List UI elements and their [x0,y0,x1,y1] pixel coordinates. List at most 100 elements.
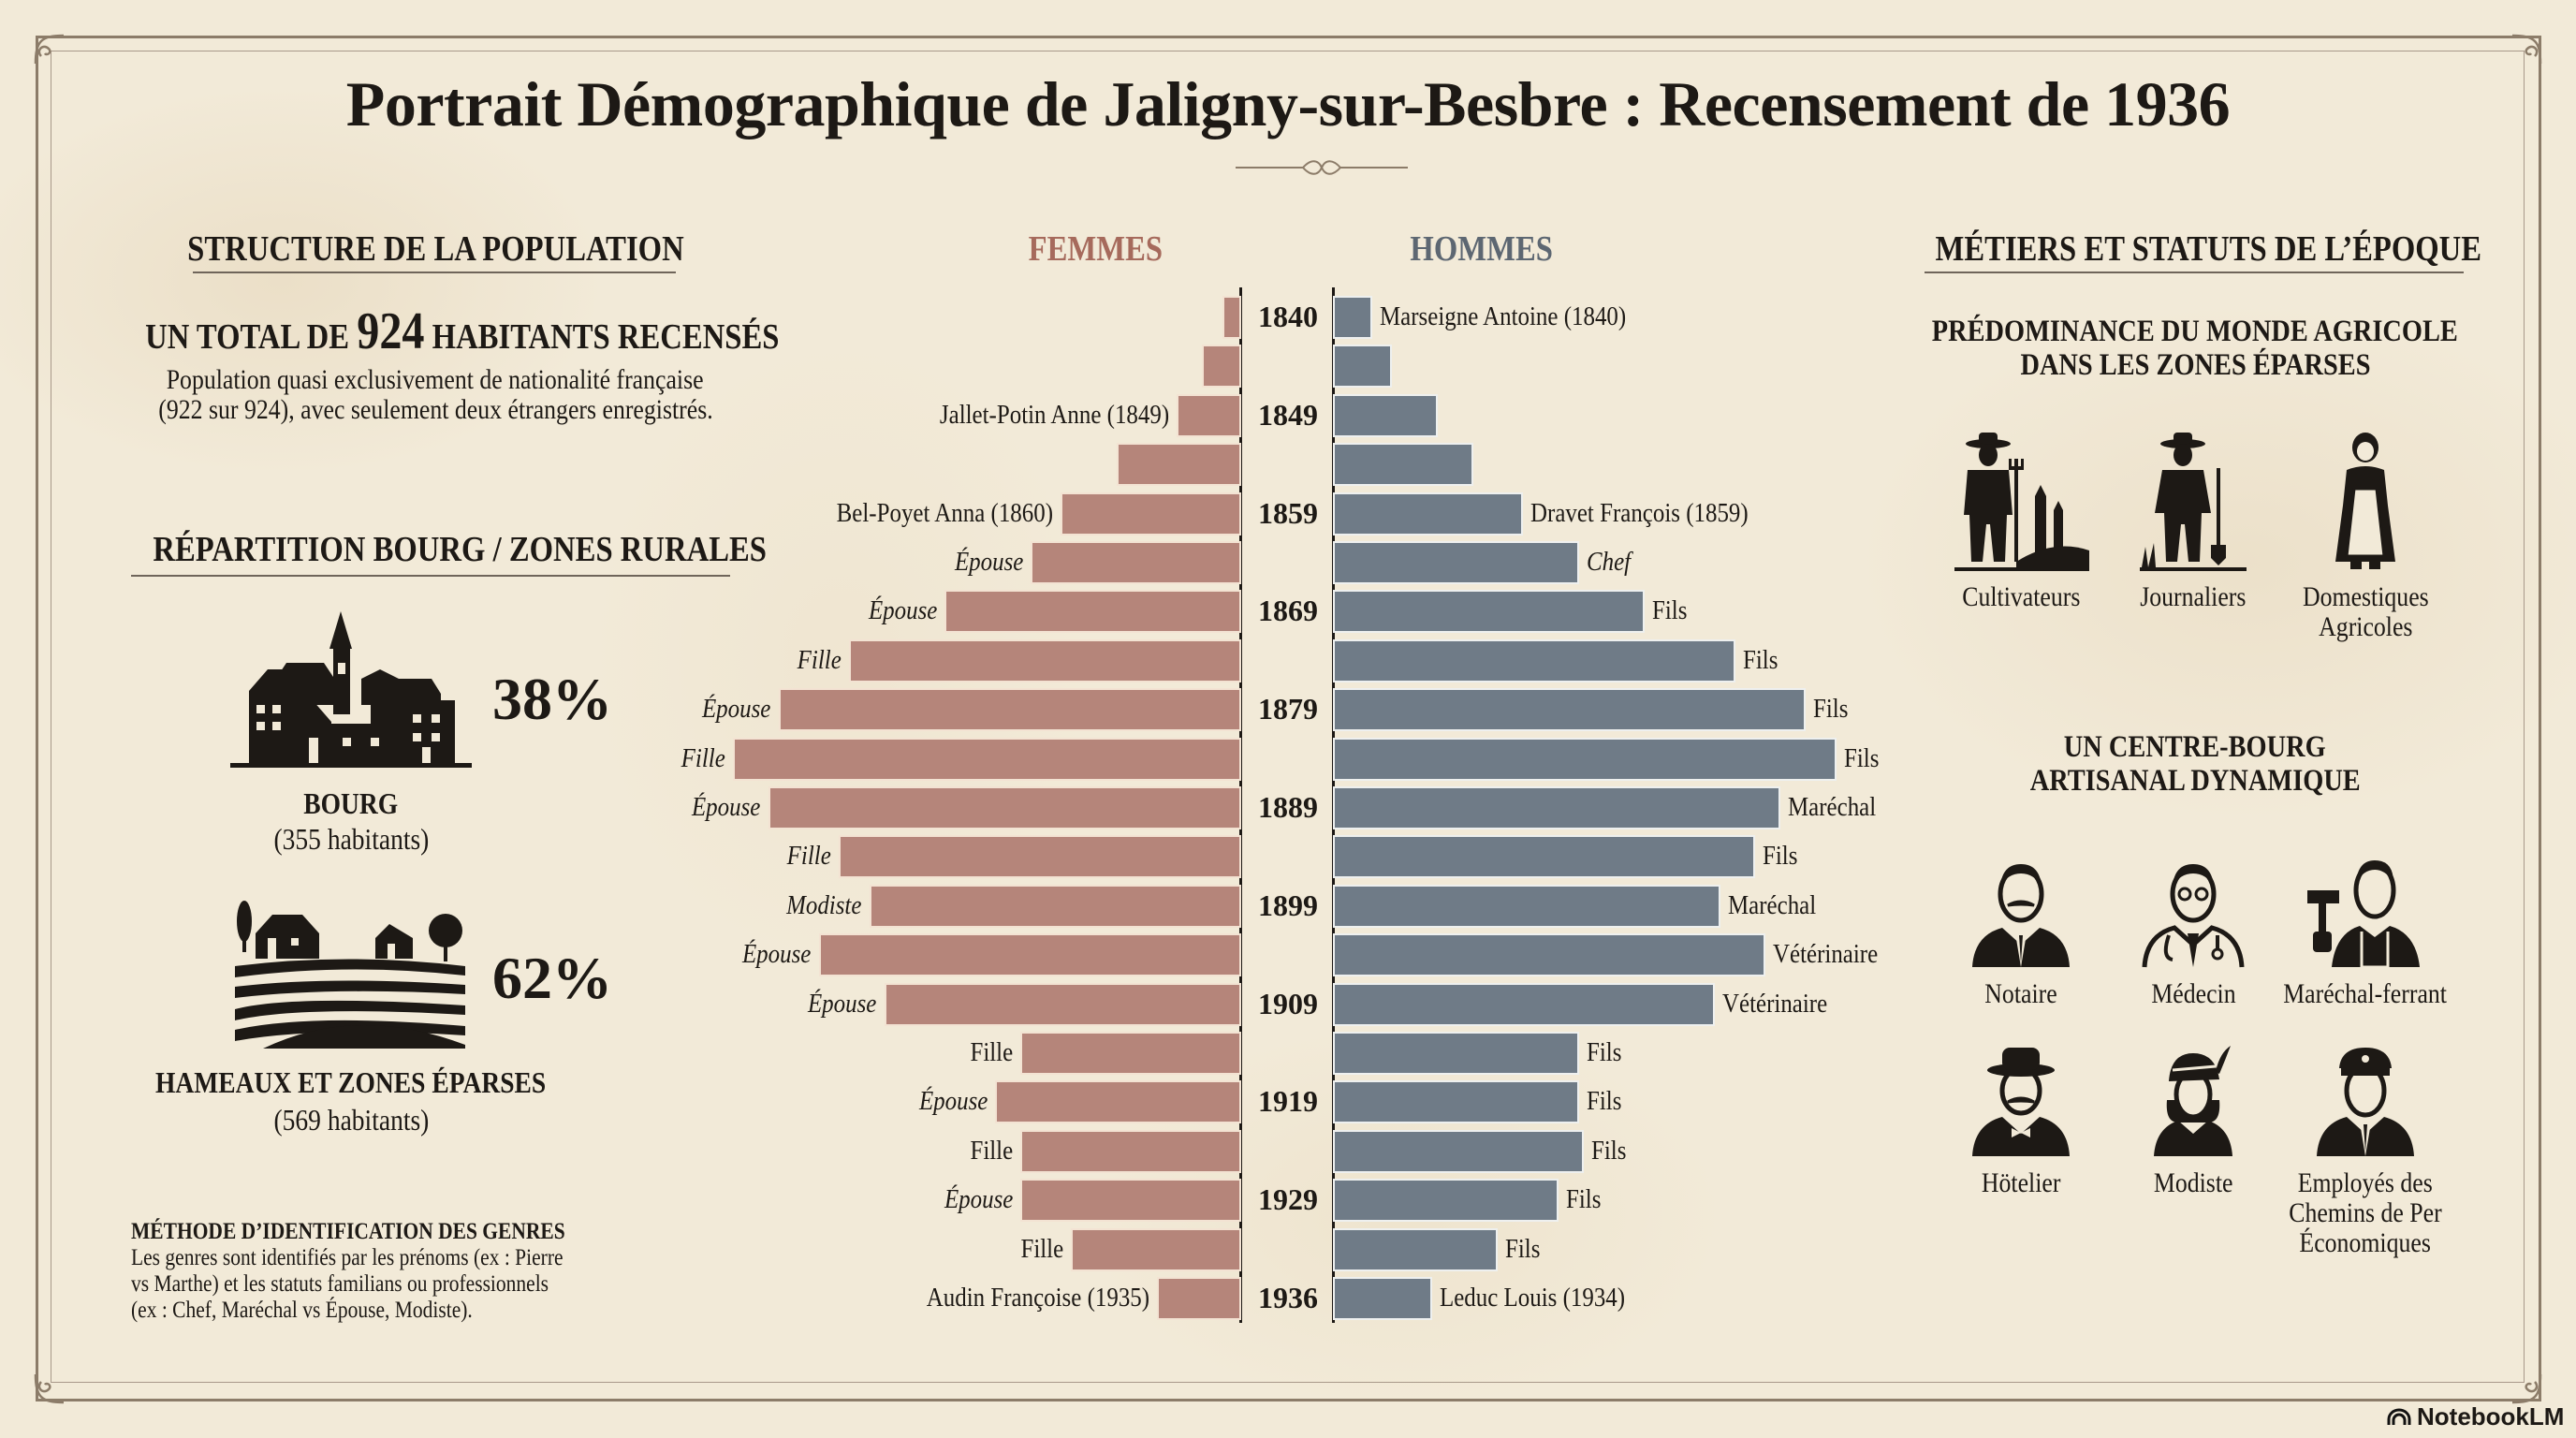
female-bar-label: Modiste [786,889,862,920]
occupation-label: Hötelier [1981,1167,2061,1198]
railway-employee-icon [2317,1048,2414,1156]
hameaux-count: (569 habitants) [273,1103,429,1137]
male-bar-label: Maréchal [1788,792,1877,822]
male-bar-label: Fils [1843,742,1880,773]
occupation-label: Domestiques Agricoles [2302,581,2429,642]
milliner-icon [2154,1046,2232,1156]
male-bar-label: Fils [1586,1086,1622,1117]
male-bar [1335,1034,1577,1073]
male-bar [1335,1082,1577,1123]
laborer-shovel-icon [2140,433,2247,571]
corner-ornament-icon [34,1373,65,1404]
female-bar-label: Épouse [868,595,938,626]
agri-heading: PRÉDOMINANCE DU MONDE AGRICOLE DANS LES … [1931,315,2459,382]
bourg-jobs-heading: UN CENTRE-BOURG ARTISANAL DYNAMIQUE [2029,730,2361,798]
year-label: 1859 [1258,495,1318,530]
female-bar-label: Fille [970,1135,1014,1166]
male-bar [1335,346,1391,387]
female-axis-line [1239,287,1242,1323]
occupation-label: Notaire [1984,978,2057,1009]
female-bar [1223,298,1239,337]
total-value: 924 [357,302,425,360]
female-bar [850,640,1239,681]
male-bar [1335,837,1754,877]
male-bar [1335,788,1779,828]
year-label: 1936 [1258,1281,1318,1314]
total-population-headline: UN TOTAL DE 924 HABITANTS RECENSÉS [94,301,780,361]
male-bar-label: Leduc Louis (1934) [1440,1283,1626,1313]
metiers-heading: MÉTIERS ET STATUTS DE L’ÉPOQUE [1935,229,2482,269]
hameaux-label: HAMEAUX ET ZONES ÉPARSES [155,1065,547,1099]
brand-name: NotebookLM [2417,1402,2565,1431]
female-bar-label: Épouse [702,694,771,725]
female-bar-label: Fille [1020,1233,1064,1264]
male-bar-label: Fils [1763,841,1798,872]
total-suffix: HABITANTS RECENSÉS [432,317,780,357]
occupation-label: Médecin [2150,978,2236,1009]
farmer-pitchfork-icon [1954,433,2089,571]
female-bar [1158,1279,1239,1318]
occupation-label: Modiste [2153,1167,2233,1198]
female-bar-label: Épouse [918,1086,988,1117]
female-bar [1032,543,1239,582]
female-bar [1022,1131,1239,1171]
notebooklm-watermark: NotebookLM [2387,1402,2564,1431]
female-bar-label: Épouse [742,939,812,970]
female-bar [1178,395,1239,435]
male-bar [1335,1181,1558,1221]
bourg-count: (355 habitants) [273,822,429,856]
female-bar [1022,1181,1239,1221]
divider [193,271,676,273]
male-bar [1335,886,1719,926]
female-bar-label: Fille [681,742,725,773]
female-bar [886,984,1239,1024]
year-label: 1929 [1258,1182,1318,1217]
male-bar-label: Fils [1813,694,1849,725]
year-label: 1899 [1258,888,1318,922]
male-bar-label: Fils [1651,595,1688,626]
divider [131,575,730,577]
female-bar [1204,346,1239,387]
repartition-heading: RÉPARTITION BOURG / ZONES RURALES [153,530,767,569]
female-bar [1118,445,1239,485]
village-icon [230,611,472,768]
female-bar [841,837,1239,877]
female-bar [871,886,1239,926]
male-bar-label: Fils [1591,1135,1627,1166]
occupation-label: Employés des Chemins de Per Économiques [2289,1167,2442,1258]
female-bar-label: Fille [787,841,832,872]
male-bar [1335,690,1805,730]
inner-frame [51,51,2525,1383]
male-bar-label: Chef [1586,547,1631,577]
female-bar [735,739,1239,779]
female-bar-label: Fille [797,644,842,675]
occupation-label: Maréchal-ferrant [2283,978,2448,1009]
occupation-label: Journaliers [2140,581,2247,612]
year-label: 1889 [1258,790,1318,824]
female-bar-label: Épouse [944,1184,1014,1215]
male-bar [1335,1131,1583,1171]
male-bar [1335,640,1734,681]
maid-apron-icon [2335,433,2395,569]
year-label: 1919 [1258,1084,1318,1119]
bourg-label: BOURG [303,786,399,820]
year-label: 1909 [1258,986,1318,1020]
male-axis-line [1332,287,1335,1323]
gender-method-note: MÉTHODE D’IDENTIFICATION DES GENRES Les … [131,1219,565,1323]
notary-icon [1972,864,2070,967]
nationality-description: Population quasi exclusivement de nation… [157,364,713,425]
male-bar [1335,935,1764,976]
femmes-header: FEMMES [1028,229,1163,269]
female-bar-label: Épouse [954,547,1024,577]
female-bar [997,1082,1239,1123]
divider [1925,271,2464,273]
corner-ornament-icon [2511,34,2542,65]
outer-frame [36,36,2541,1401]
female-bar [769,788,1239,828]
male-bar [1335,395,1436,435]
female-bar [1022,1034,1239,1073]
female-bar [1062,493,1239,534]
total-prefix: UN TOTAL DE [145,317,350,357]
male-bar-label: Maréchal [1727,889,1816,920]
bourg-percent: 38% [492,666,612,732]
